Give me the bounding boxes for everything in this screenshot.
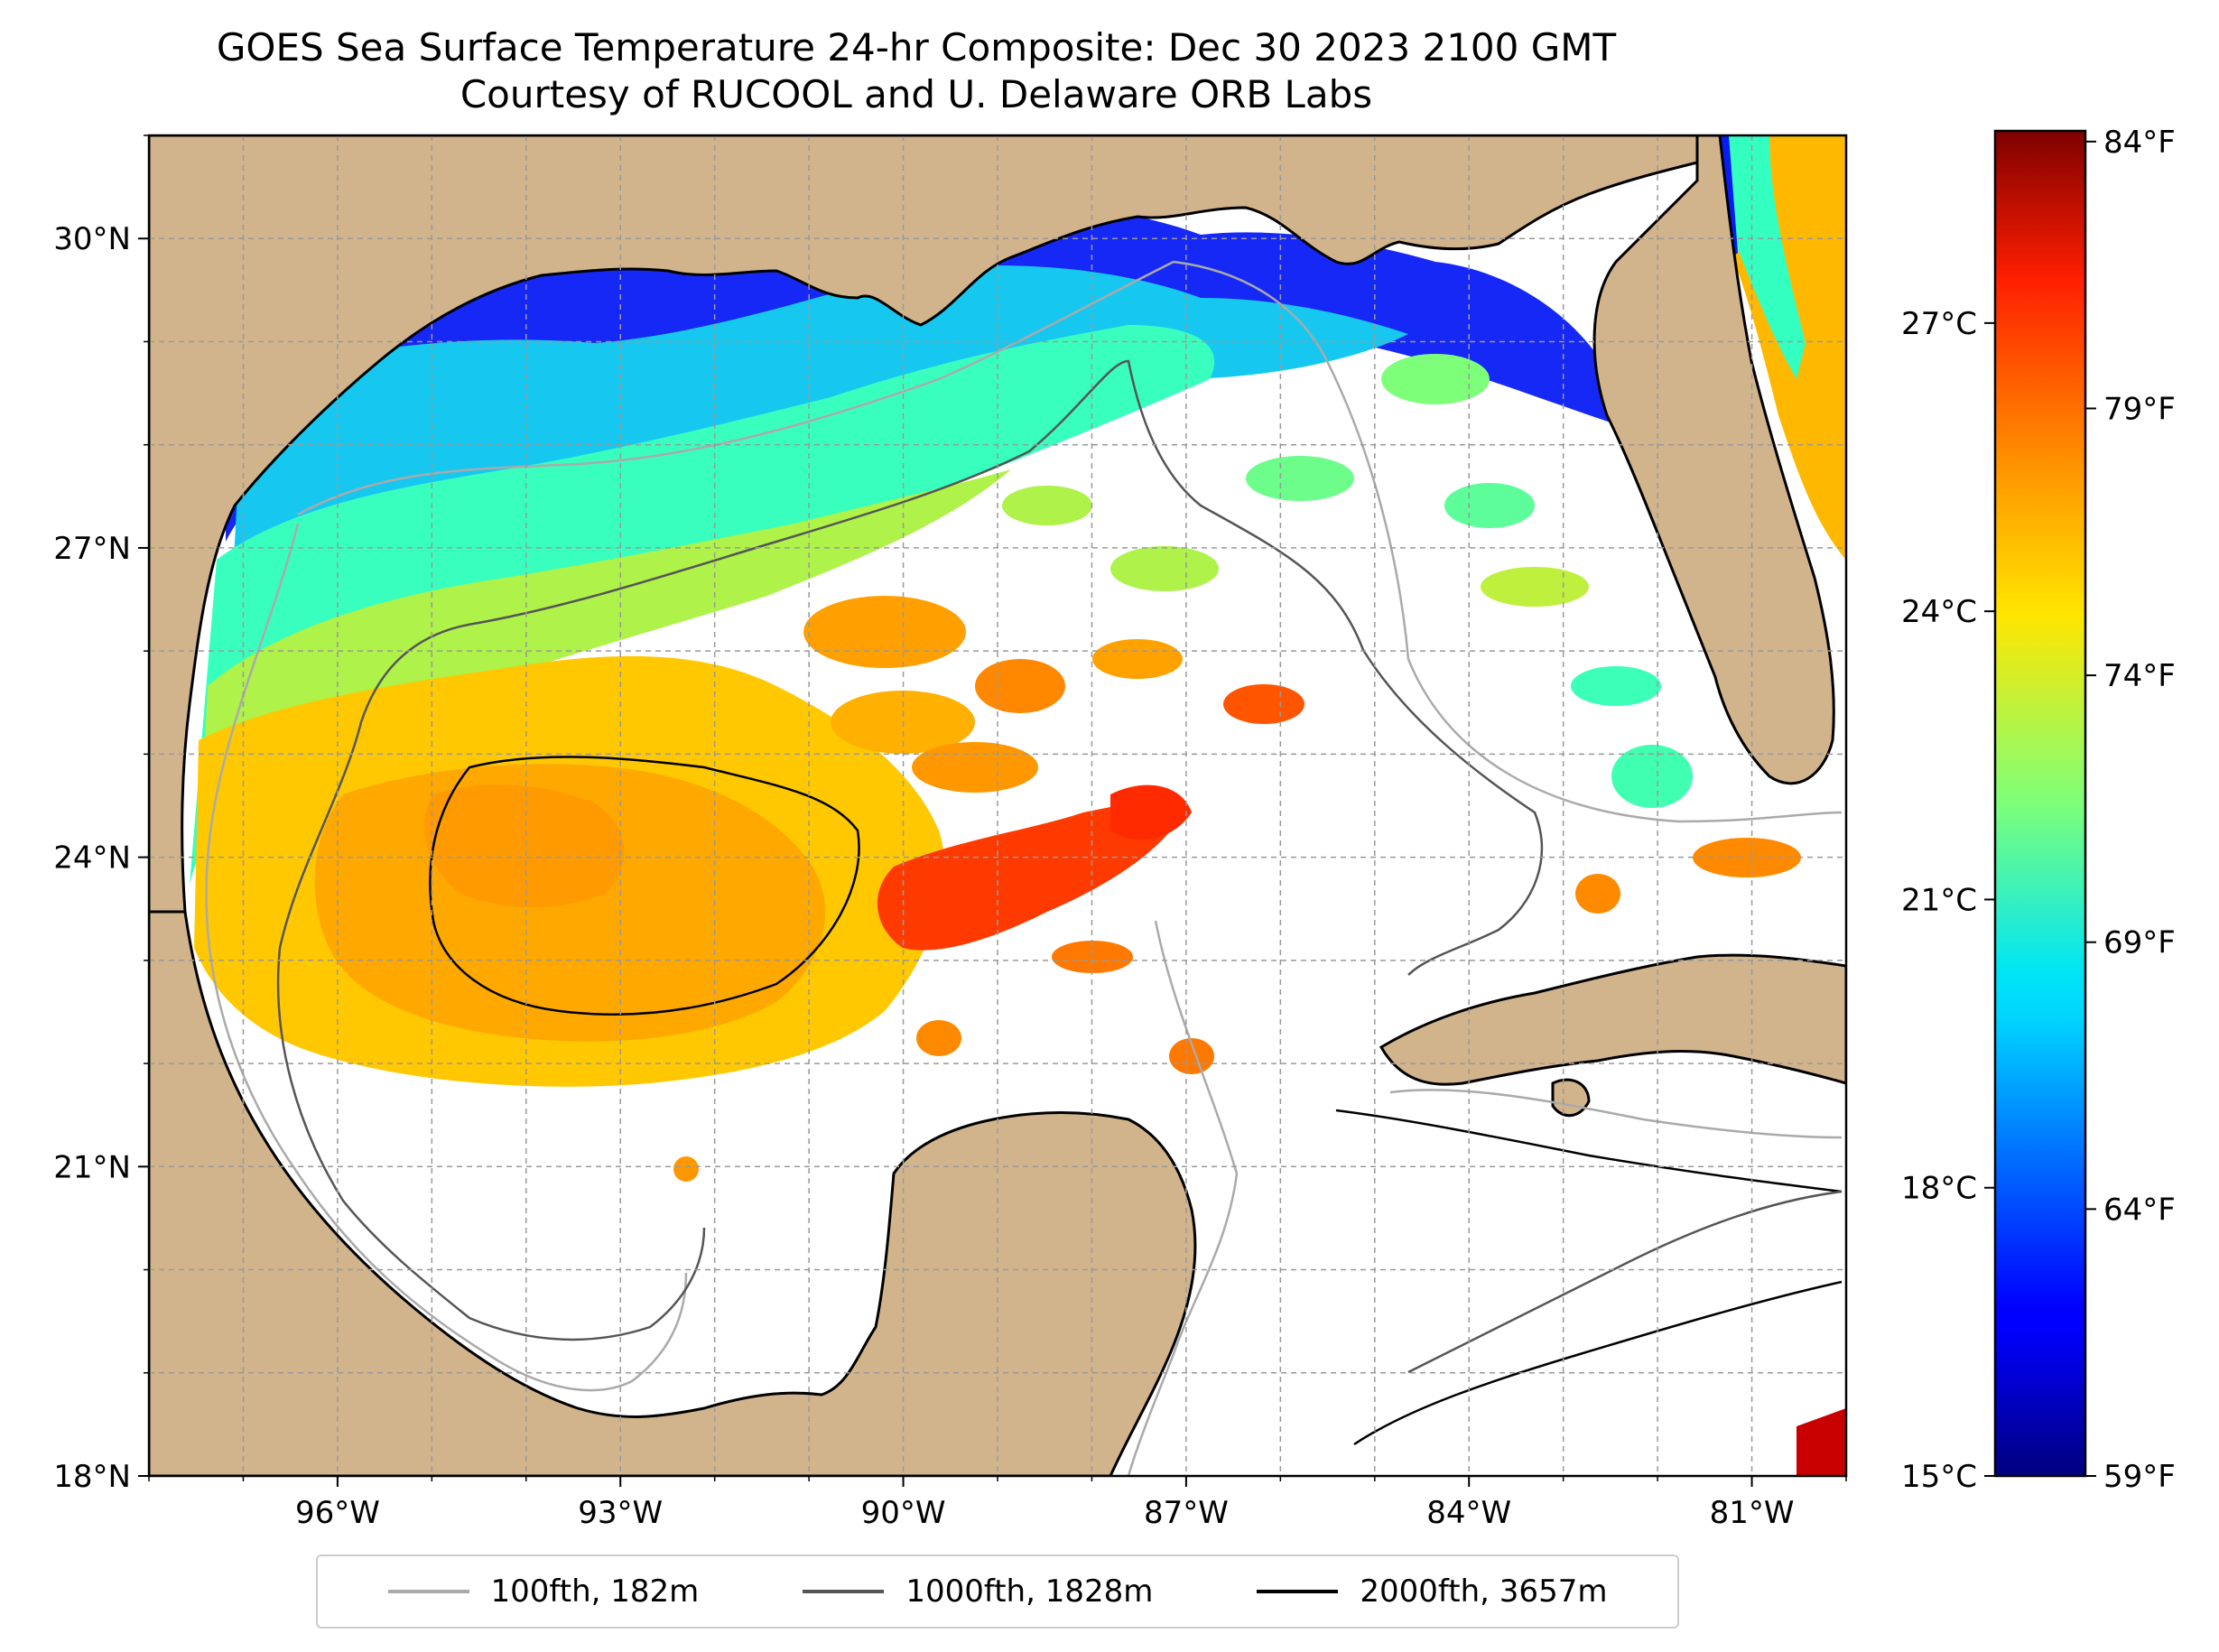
- legend-line-swatch: [387, 1590, 469, 1593]
- map-title: GOES Sea Surface Temperature 24-hr Compo…: [216, 25, 1617, 70]
- celsius-tick-label: 18°C: [1901, 1171, 1977, 1207]
- celsius-tick-label: 21°C: [1901, 882, 1977, 918]
- lat-tick-label: 18°N: [53, 1459, 131, 1495]
- lat-tick-label: 24°N: [53, 840, 131, 877]
- legend-item: 1000fth, 1828m: [803, 1573, 1153, 1610]
- lat-tick-label: 21°N: [53, 1149, 131, 1185]
- lon-tick-label: 84°W: [1426, 1495, 1511, 1531]
- colorbar: 15°C 18°C 21°C 24°C 27°C 59°F 64°F 69°F 74°F 79°…: [1901, 125, 2176, 1495]
- latitude-axis: 18°N 21°N 24°N 27°N 30°N: [53, 135, 149, 1495]
- colorbar-fahrenheit-ticks: 59°F 64°F 69°F 74°F 79°F 84°F: [2085, 125, 2176, 1495]
- legend-label: 2000fth, 3657m: [1360, 1573, 1608, 1610]
- contour-legend: 100fth, 182m 1000fth, 1828m 2000fth, 3657m: [316, 1555, 1679, 1629]
- legend-label: 1000fth, 1828m: [905, 1573, 1154, 1610]
- lon-tick-label: 96°W: [295, 1495, 380, 1531]
- lon-tick-label: 90°W: [861, 1495, 946, 1531]
- lat-tick-label: 27°N: [53, 531, 131, 567]
- fahrenheit-tick-label: 79°F: [2103, 391, 2176, 427]
- lon-tick-label: 93°W: [578, 1495, 663, 1531]
- lon-tick-label: 81°W: [1710, 1495, 1795, 1531]
- bathymetry-contours: [205, 260, 1843, 1476]
- map-subtitle: Courtesy of RUCOOL and U. Delaware ORB L…: [460, 72, 1373, 116]
- legend-item: 2000fth, 3657m: [1257, 1573, 1607, 1610]
- colorbar-celsius-ticks: 15°C 18°C 21°C 24°C 27°C: [1901, 306, 1995, 1495]
- celsius-tick-label: 27°C: [1901, 306, 1977, 342]
- legend-line-swatch: [1257, 1590, 1339, 1593]
- celsius-tick-label: 15°C: [1901, 1459, 1977, 1495]
- colorbar-gradient: [1993, 129, 2087, 1478]
- fahrenheit-tick-label: 64°F: [2103, 1192, 2176, 1228]
- map-area: [149, 135, 1846, 1476]
- legend-label: 100fth, 182m: [490, 1573, 700, 1610]
- gridlines: [149, 135, 1846, 1476]
- fahrenheit-tick-label: 59°F: [2103, 1459, 2176, 1495]
- lat-tick-label: 30°N: [53, 221, 131, 257]
- legend-line-swatch: [803, 1590, 885, 1593]
- longitude-axis: 96°W 93°W 90°W 87°W 84°W 81°W: [148, 1476, 1847, 1531]
- lon-tick-label: 87°W: [1144, 1495, 1229, 1531]
- land: [149, 135, 1846, 1476]
- fahrenheit-tick-label: 74°F: [2103, 658, 2176, 694]
- legend-item: 100fth, 182m: [387, 1573, 700, 1610]
- celsius-tick-label: 24°C: [1901, 594, 1977, 630]
- fahrenheit-tick-label: 69°F: [2103, 925, 2176, 961]
- fahrenheit-tick-label: 84°F: [2103, 125, 2176, 161]
